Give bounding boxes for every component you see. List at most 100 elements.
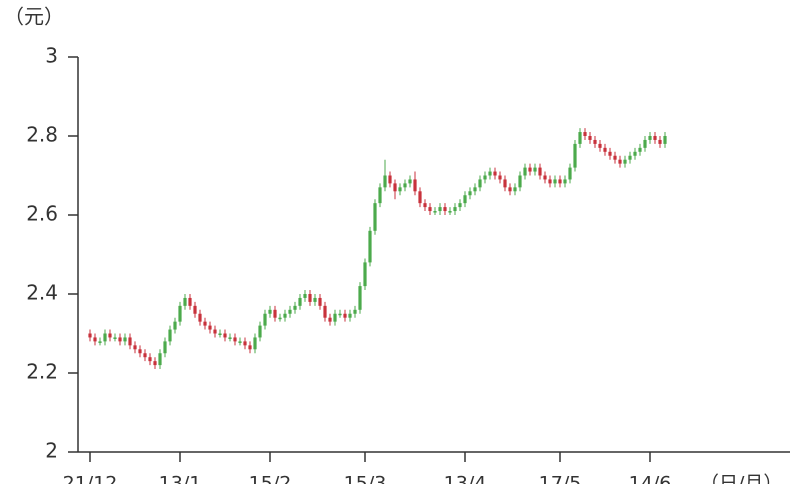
candle-body [488,171,492,176]
x-tick-label: 15/3 [344,473,387,484]
candle-body [113,337,117,339]
candle-body [393,183,397,192]
candle-body [478,179,482,188]
candle-body [153,361,157,366]
x-tick-label: 17/5 [539,473,582,484]
candle-body [553,179,557,184]
candle-body [538,167,542,176]
candle-body [258,325,262,338]
candle-body [418,191,422,204]
candle-body [543,175,547,180]
candle-body [93,337,97,342]
candle-body [408,179,412,184]
candle-body [253,337,257,350]
candle-body [183,297,187,306]
candle-body [363,262,367,287]
y-tick-label: 2.8 [26,123,58,147]
candle-body [583,132,587,136]
candle-body [443,207,447,212]
candle-body [138,349,142,354]
candle-body [268,309,272,314]
candle-body [563,179,567,184]
y-tick-label: 2 [45,439,58,463]
candle-body [358,286,362,310]
candle-body [448,211,452,213]
candle-body [188,297,192,306]
candle-body [428,207,432,212]
candle-body [278,317,282,320]
candle-body [263,313,267,326]
candle-body [273,309,277,318]
y-axis-label: （元） [4,5,64,29]
candle-body [518,175,522,188]
candle-body [223,333,227,338]
candle-body [468,191,472,196]
candle-body [98,341,102,343]
candle-body [423,203,427,208]
candle-body [88,333,92,338]
candle-body [238,341,242,343]
candle-body [503,179,507,188]
candle-body [403,183,407,188]
candle-body [638,147,642,152]
candle-body [498,175,502,180]
candle-body [513,187,517,192]
candle-body [373,203,377,231]
candle-body [588,136,592,140]
candle-body [328,317,332,322]
candle-body [308,294,312,302]
y-tick-label: 2.6 [26,202,58,226]
candle-body [243,341,247,346]
x-tick-label: 14/6 [629,473,672,484]
candle-body [573,143,577,168]
x-tick-label: 21/12 [63,473,118,484]
y-tick-label: 3 [45,44,58,68]
candle-body [633,151,637,156]
candle-body [163,341,167,354]
candle-body [173,321,177,330]
candle-body [213,329,217,334]
candle-body [578,132,582,144]
candle-body [623,159,627,164]
candle-body [193,305,197,314]
candle-body [528,167,532,172]
candle-body [453,207,457,212]
candle-body [143,353,147,358]
candle-body [198,313,202,322]
candle-body [323,305,327,318]
candle-body [483,175,487,180]
candle-body [348,313,352,318]
candle-body [383,175,387,188]
candle-body [133,345,137,350]
candle-body [233,337,237,342]
candle-body [413,179,417,192]
x-axis-label: （日/月） [700,473,782,484]
candle-body [298,297,302,306]
candle-body [228,337,232,339]
candle-body [433,211,437,213]
candle-body [438,207,442,212]
candle-body [378,187,382,204]
candle-body [148,357,152,362]
candle-body [608,151,612,156]
candle-body [663,136,667,144]
candle-body [203,321,207,326]
candle-body [288,309,292,314]
candle-body [293,305,297,310]
y-tick-label: 2.2 [26,360,58,384]
candle-body [318,297,322,306]
candle-body [313,297,317,302]
candle-body [398,187,402,192]
candle-body [458,203,462,208]
candle-body [508,187,512,192]
candle-body [118,337,122,342]
candle-body [603,147,607,152]
candle-body [123,337,127,342]
y-tick-label: 2.4 [26,281,58,305]
candle-body [283,313,287,318]
x-tick-label: 13/1 [159,473,202,484]
candle-body [658,139,662,144]
candle-body [343,313,347,318]
candle-body [218,333,222,335]
